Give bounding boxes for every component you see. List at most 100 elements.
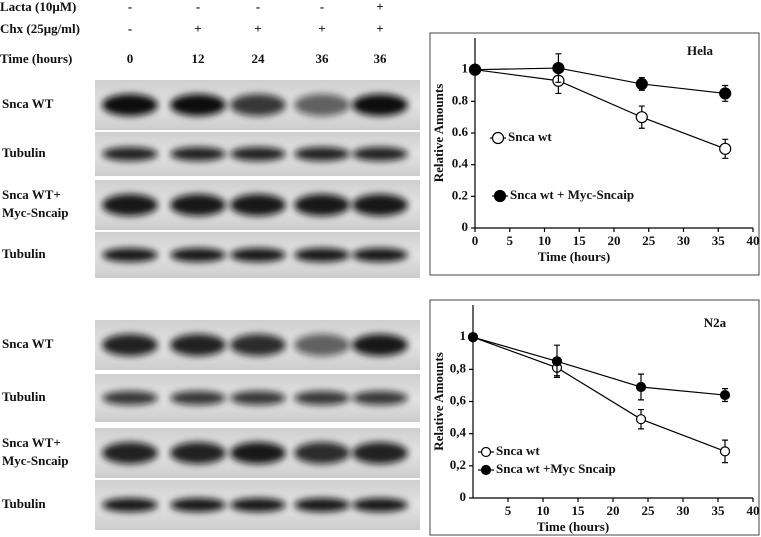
x-tick-label: 25 <box>642 233 656 248</box>
y-axis-label: Relative Amounts <box>431 84 446 183</box>
blot-band <box>170 391 226 405</box>
blot-band <box>230 391 286 405</box>
chart-frame <box>429 32 760 276</box>
blot-band <box>294 94 350 116</box>
header-mark: - <box>320 0 324 14</box>
legend-marker <box>491 131 505 145</box>
header-mark: 24 <box>252 51 266 66</box>
header-label: Chx (25μg/ml) <box>0 21 80 36</box>
series-line <box>472 336 726 396</box>
blot-band <box>230 334 286 356</box>
blot-band <box>102 194 158 216</box>
blot-band <box>102 334 158 356</box>
row-label: Snca WT+ <box>2 435 61 450</box>
row-label: Myc-Sncaip <box>2 205 68 220</box>
row-label: Snca WT <box>2 96 54 111</box>
blot-band <box>230 94 286 116</box>
header-mark: 12 <box>192 51 205 66</box>
series-line <box>472 336 726 452</box>
x-tick-label: 25 <box>642 503 656 518</box>
header-label: Lacta (10μM) <box>0 0 76 14</box>
blot-band <box>352 248 408 262</box>
header-mark: 36 <box>374 51 388 66</box>
header-mark: 36 <box>316 51 330 66</box>
blot-band <box>230 147 286 161</box>
y-tick-label: 0,6 <box>450 392 467 407</box>
data-point <box>719 142 732 155</box>
blot-band <box>294 334 350 356</box>
blot-band <box>352 194 408 216</box>
x-tick-label: 30 <box>677 503 690 518</box>
blot-band <box>102 442 158 464</box>
x-tick-label: 35 <box>712 503 726 518</box>
blot-band <box>352 391 408 405</box>
blot-band <box>170 147 226 161</box>
x-tick-label: 40 <box>747 233 760 248</box>
x-tick-label: 0 <box>472 233 479 248</box>
legend-label: Snca wt <box>508 129 552 144</box>
data-point <box>467 332 479 343</box>
legend-marker <box>480 446 492 458</box>
y-axis-label: Relative Amounts <box>431 352 446 451</box>
blot-band <box>294 498 350 512</box>
blot-band <box>294 248 350 262</box>
blot-band <box>170 194 226 216</box>
chart-title: N2a <box>704 315 727 330</box>
x-tick-label: 5 <box>507 233 514 248</box>
blot-band <box>170 498 226 512</box>
blot-band <box>230 498 286 512</box>
y-tick-label: 0,4 <box>450 425 467 440</box>
data-point <box>635 111 648 124</box>
y-tick-label: 0,8 <box>450 360 467 375</box>
blot-band <box>170 442 226 464</box>
x-tick-label: 20 <box>607 503 620 518</box>
x-axis-label: Time (hours) <box>538 249 610 264</box>
row-label: Snca WT <box>2 336 54 351</box>
blot-band <box>170 334 226 356</box>
blot-band <box>230 442 286 464</box>
blot-band <box>294 147 350 161</box>
x-tick-label: 5 <box>505 503 512 518</box>
blot-band <box>294 442 350 464</box>
data-point <box>719 446 731 457</box>
header-mark: - <box>196 0 200 14</box>
blot-band <box>102 391 158 405</box>
header-mark: - <box>256 0 260 14</box>
data-point <box>552 61 565 75</box>
blot-band <box>102 94 158 116</box>
data-point <box>551 356 563 367</box>
blot-band <box>352 94 408 116</box>
header-label: Time (hours) <box>0 51 72 66</box>
row-label: Myc-Sncaip <box>2 453 68 468</box>
row-label: Tubulin <box>2 246 46 261</box>
header-mark: - <box>128 21 132 36</box>
blot-band <box>352 147 408 161</box>
y-tick-label: 0.6 <box>452 124 469 139</box>
data-point <box>635 414 647 425</box>
blot-band <box>294 194 350 216</box>
x-tick-label: 15 <box>573 233 587 248</box>
legend-label: Snca wt + Myc-Sncaip <box>510 187 634 202</box>
x-tick-label: 35 <box>712 233 726 248</box>
series-line <box>474 67 726 95</box>
series-line <box>474 69 726 150</box>
row-label: Tubulin <box>2 145 46 160</box>
y-tick-label: 0.2 <box>452 187 468 202</box>
x-tick-label: 10 <box>537 503 550 518</box>
data-point <box>719 87 732 100</box>
x-tick-label: 10 <box>538 233 551 248</box>
data-point <box>635 381 647 393</box>
row-label: Snca WT+ <box>2 187 61 202</box>
chart-frame <box>429 299 760 536</box>
y-tick-label: 0.4 <box>452 156 469 171</box>
header-mark: 0 <box>127 51 134 66</box>
y-tick-label: 0.8 <box>452 92 469 107</box>
blot-band <box>102 498 158 512</box>
blot-band <box>294 391 350 405</box>
blot-band <box>102 147 158 161</box>
y-tick-label: 0,2 <box>450 457 466 472</box>
data-point <box>719 389 731 401</box>
y-tick-label: 1 <box>460 328 467 343</box>
header-mark: + <box>318 21 325 36</box>
